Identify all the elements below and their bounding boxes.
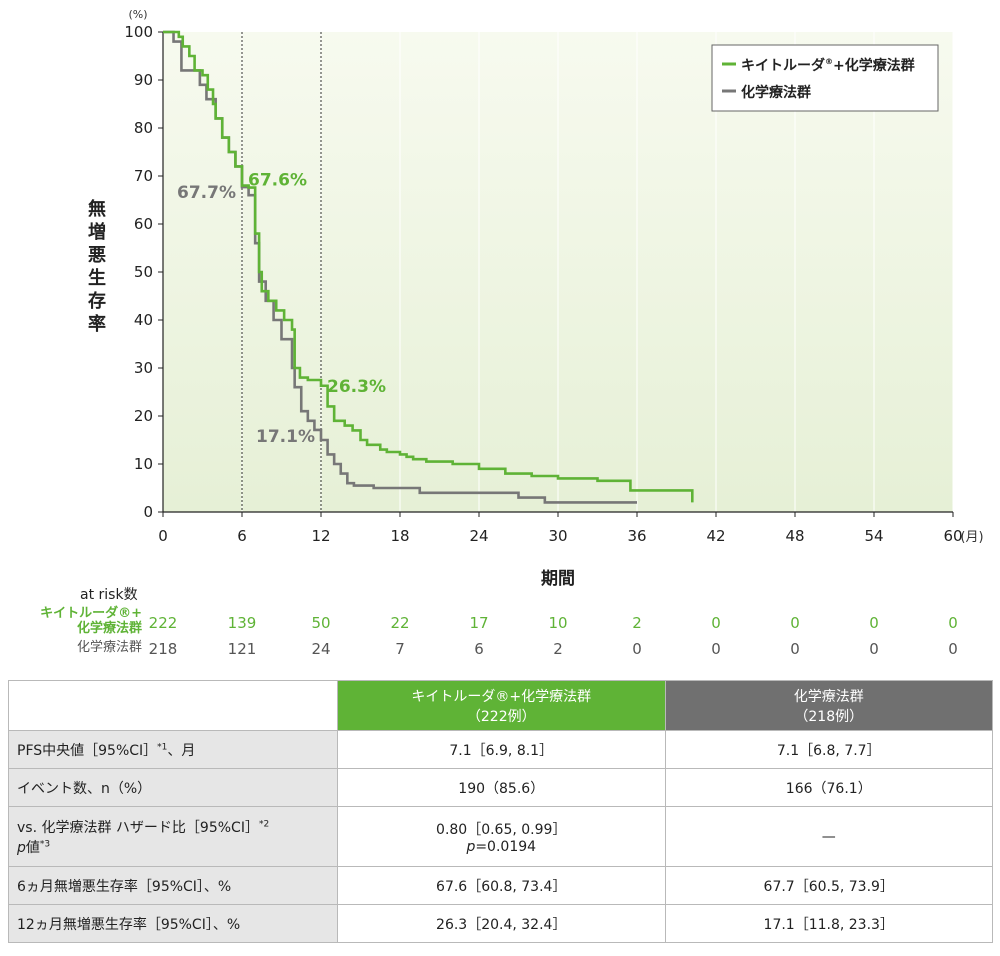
at-risk-title: at risk数 [80, 587, 138, 603]
y-tick-label: 10 [134, 455, 153, 473]
table-header-row: キイトルーダ®+化学療法群 （222例） 化学療法群 （218例） [8, 680, 993, 731]
at-risk-value-chemo: 0 [869, 640, 879, 658]
table-row: 12ヵ月無増悪生存率［95%CI］、% 26.3［20.4, 32.4］ 17.… [8, 904, 993, 943]
at-risk-value-pembrolizumab: 222 [148, 614, 178, 632]
x-tick-label: 18 [390, 527, 409, 545]
cell-12m-pfs-chemo: 17.1［11.8, 23.3］ [664, 904, 993, 943]
legend: キイトルーダ®+化学療法群 化学療法群 [711, 44, 939, 112]
at-risk-value-chemo: 7 [395, 640, 405, 658]
header-pembrolizumab: キイトルーダ®+化学療法群 （222例） [337, 680, 666, 731]
legend-box [711, 44, 939, 112]
at-risk-value-pembrolizumab: 10 [548, 614, 568, 632]
callout-label-chemo-12m: 17.1% [256, 427, 315, 447]
cell-hazard-ratio-pembrolizumab: 0.80［0.65, 0.99］ p=0.0194 [337, 806, 666, 867]
cell-12m-pfs-pembrolizumab: 26.3［20.4, 32.4］ [337, 904, 666, 943]
x-axis-title: 期間 [541, 569, 575, 589]
at-risk-label-chemo: 化学療法群 [76, 640, 142, 655]
row-label-pfs-median: PFS中央値［95%CI］*1、月 [8, 730, 338, 769]
y-tick-label: 40 [134, 311, 153, 329]
x-tick-label: 0 [158, 527, 168, 545]
header-chemo: 化学療法群 （218例） [664, 680, 993, 731]
at-risk-value-chemo: 0 [790, 640, 800, 658]
row-label-12m-pfs: 12ヵ月無増悪生存率［95%CI］、% [8, 904, 338, 943]
table-row: vs. 化学療法群 ハザード比［95%CI］*2 p値*3 0.80［0.65,… [8, 806, 993, 867]
x-tick-label: 36 [627, 527, 646, 545]
y-tick-label: 0 [143, 503, 153, 521]
at-risk-value-chemo: 2 [553, 640, 563, 658]
at-risk-value-pembrolizumab: 17 [469, 614, 489, 632]
at-risk-table: at risk数 キイトルーダ®+ 化学療法群 化学療法群 222 218 139 12… [0, 578, 1000, 662]
y-axis-title: 無増悪生存率 [88, 198, 106, 335]
y-tick-label: 60 [134, 215, 153, 233]
at-risk-value-pembrolizumab: 0 [711, 614, 721, 632]
x-tick-label: 12 [311, 527, 330, 545]
table-row: イベント数、n（%） 190（85.6） 166（76.1） [8, 768, 993, 807]
table-row: 6ヵ月無増悪生存率［95%CI］、% 67.6［60.8, 73.4］ 67.7… [8, 866, 993, 905]
x-tick-label: 42 [706, 527, 725, 545]
row-label-hazard-ratio: vs. 化学療法群 ハザード比［95%CI］*2 p値*3 [8, 806, 338, 867]
table-row: PFS中央値［95%CI］*1、月 7.1［6.9, 8.1］ 7.1［6.8,… [8, 730, 993, 769]
km-curve [163, 30, 694, 503]
y-tick-label: 50 [134, 263, 153, 281]
legend-label-green: キイトルーダ®+化学療法群 [741, 57, 915, 74]
row-label-6m-pfs: 6ヵ月無増悪生存率［95%CI］、% [8, 866, 338, 905]
cell-events-chemo: 166（76.1） [664, 768, 993, 807]
callout-label-pembrolizumab-12m: 26.3% [327, 377, 386, 397]
at-risk-value-chemo: 0 [632, 640, 642, 658]
at-risk-value-pembrolizumab: 22 [390, 614, 410, 632]
summary-table: キイトルーダ®+化学療法群 （222例） 化学療法群 （218例） PFS中央値… [8, 680, 993, 943]
at-risk-value-pembrolizumab: 0 [790, 614, 800, 632]
y-tick-label: 30 [134, 359, 153, 377]
x-tick-label: 54 [864, 527, 883, 545]
at-risk-value-chemo: 0 [948, 640, 958, 658]
at-risk-value-pembrolizumab: 0 [869, 614, 879, 632]
callout-label-pembrolizumab-6m: 67.6% [248, 171, 307, 191]
y-unit-label: (%) [128, 8, 147, 21]
y-tick-label: 70 [134, 167, 153, 185]
legend-label-gray: 化学療法群 [741, 84, 811, 101]
at-risk-label-pembrolizumab: キイトルーダ®+ 化学療法群 [40, 606, 142, 636]
x-tick-label: 6 [237, 527, 247, 545]
cell-pfs-median-chemo: 7.1［6.8, 7.7］ [664, 730, 993, 769]
at-risk-value-chemo: 6 [474, 640, 484, 658]
x-tick-label: 24 [469, 527, 488, 545]
at-risk-value-pembrolizumab: 0 [948, 614, 958, 632]
x-tick-label: 60 [943, 527, 962, 545]
cell-6m-pfs-chemo: 67.7［60.5, 73.9］ [664, 866, 993, 905]
row-label-events: イベント数、n（%） [8, 768, 338, 807]
at-risk-value-chemo: 121 [227, 640, 257, 658]
cell-hazard-ratio-chemo: — [664, 806, 993, 867]
y-tick-label: 80 [134, 119, 153, 137]
cell-pfs-median-pembrolizumab: 7.1［6.9, 8.1］ [337, 730, 666, 769]
at-risk-value-chemo: 24 [311, 640, 331, 658]
at-risk-value-chemo: 0 [711, 640, 721, 658]
y-tick-label: 20 [134, 407, 153, 425]
callout-label-chemo-6m: 67.7% [177, 183, 236, 203]
at-risk-value-pembrolizumab: 50 [311, 614, 331, 632]
at-risk-value-chemo: 218 [148, 640, 178, 658]
header-empty-cell [8, 680, 338, 731]
y-tick-label: 90 [134, 71, 153, 89]
x-tick-label: 48 [785, 527, 804, 545]
km-chart: 0 10 20 30 40 50 60 70 80 90 100 0 6 12 18 24 30 36 42 48 54… [88, 8, 984, 589]
y-tick-label: 100 [124, 23, 153, 41]
x-unit-label: (月) [960, 530, 983, 545]
cell-events-pembrolizumab: 190（85.6） [337, 768, 666, 807]
at-risk-value-pembrolizumab: 139 [227, 614, 257, 632]
x-tick-label: 30 [548, 527, 567, 545]
cell-6m-pfs-pembrolizumab: 67.6［60.8, 73.4］ [337, 866, 666, 905]
at-risk-value-pembrolizumab: 2 [632, 614, 642, 632]
